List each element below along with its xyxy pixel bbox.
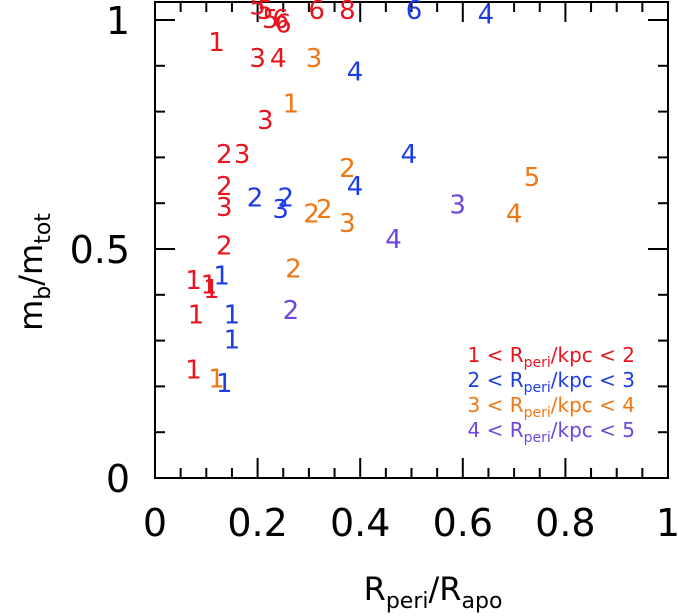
legend-text: /kpc < 5: [551, 418, 635, 442]
data-point: 3: [272, 195, 289, 225]
data-point: 5: [249, 0, 266, 21]
data-point: 4: [506, 200, 523, 230]
data-point: 3: [306, 44, 323, 74]
legend-text: 2 < R: [468, 368, 524, 392]
data-point: 3: [234, 140, 251, 170]
data-point: 3: [249, 44, 266, 74]
data-point: 6: [272, 5, 289, 35]
data-point: 2: [247, 184, 264, 214]
data-point: 5: [257, 0, 274, 26]
legend-text: /kpc < 3: [551, 368, 635, 392]
data-point: 3: [449, 190, 466, 220]
data-point: 2: [216, 140, 233, 170]
data-point: 3: [257, 106, 274, 136]
data-point: 4: [347, 172, 364, 202]
data-point: 3: [339, 209, 356, 239]
data-point: 1: [201, 271, 218, 301]
data-point: 4: [385, 225, 402, 255]
data-point: 1: [216, 369, 233, 399]
x-tick-label: 1: [656, 501, 678, 545]
data-point: 1: [208, 28, 225, 58]
legend-text: 1 < R: [468, 343, 524, 367]
data-point: 1: [208, 365, 225, 395]
data-point: 4: [401, 140, 418, 170]
data-point: 4: [478, 0, 495, 30]
data-point: 1: [185, 355, 202, 385]
y-axis-title: mb/mtot: [12, 213, 56, 331]
x-tick-label: 0.6: [433, 501, 493, 545]
x-tick-label: 0.8: [535, 501, 595, 545]
legend-subscript: peri: [524, 380, 551, 396]
legend-text: 4 < R: [468, 418, 524, 442]
legend-text: /kpc < 4: [551, 393, 635, 417]
data-point: 2: [303, 200, 320, 230]
data-point: 6: [406, 0, 423, 26]
legend-entry: 3 < Rperi/kpc < 4: [468, 393, 635, 421]
data-point: 1: [283, 90, 300, 120]
data-point: 1: [224, 326, 241, 356]
data-point: 2: [316, 195, 333, 225]
legend-subscript: peri: [524, 405, 551, 421]
y-tick-label: 0: [106, 457, 130, 501]
data-point: 2: [339, 154, 356, 184]
legend-subscript: peri: [524, 430, 551, 446]
data-point: 3: [216, 193, 233, 223]
legend-text: 3 < R: [468, 393, 524, 417]
data-point: 2: [216, 172, 233, 202]
data-point: 2: [278, 184, 295, 214]
x-axis-title: Rperi/Rapo: [364, 570, 503, 614]
data-point: 2: [285, 255, 302, 285]
data-point: 1: [185, 266, 202, 296]
legend-entry: 4 < Rperi/kpc < 5: [468, 418, 635, 446]
x-tick-label: 0.2: [227, 501, 287, 545]
legend-subscript: peri: [524, 355, 551, 371]
data-point: 4: [347, 58, 364, 88]
data-point: 6: [275, 10, 292, 40]
data-point: 1: [224, 300, 241, 330]
legend-text: /kpc < 2: [551, 343, 635, 367]
legend-entry: 2 < Rperi/kpc < 3: [468, 368, 635, 396]
data-point: 6: [308, 0, 325, 26]
x-tick-label: 0.4: [330, 501, 390, 545]
x-tick-label: 0: [143, 501, 167, 545]
data-point: 1: [203, 275, 220, 305]
y-tick-label: 0.5: [70, 228, 130, 272]
data-point: 1: [213, 261, 230, 291]
data-point: 5: [524, 163, 541, 193]
legend-entry: 1 < Rperi/kpc < 2: [468, 343, 635, 371]
data-point: 2: [283, 296, 300, 326]
legend: 1 < Rperi/kpc < 22 < Rperi/kpc < 33 < Rp…: [468, 343, 635, 446]
data-point: 5: [262, 5, 279, 35]
data-point: 1: [188, 300, 205, 330]
axes: 0 0.2 0.4 0.6 0.8 1 0 0.5 1: [70, 0, 678, 545]
data-point: 2: [216, 232, 233, 262]
data-point: 4: [270, 44, 287, 74]
y-tick-label: 1: [106, 0, 130, 43]
data-point: 8: [339, 0, 356, 26]
